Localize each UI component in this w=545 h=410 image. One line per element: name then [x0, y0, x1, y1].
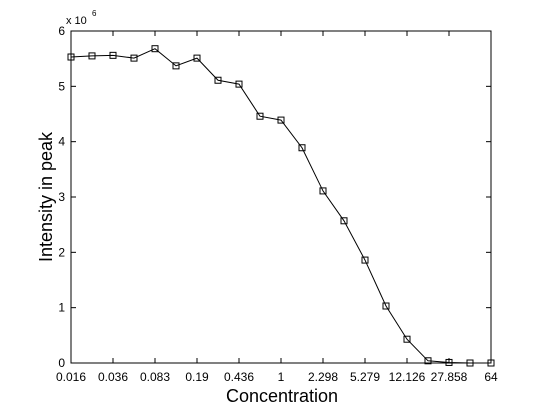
y-axis-label: Intensity in peak	[36, 131, 56, 262]
x-tick-label: 2.298	[308, 370, 338, 384]
data-marker	[445, 358, 453, 366]
x-tick-label: 0.19	[185, 370, 209, 384]
x-tick-label: 0.083	[140, 370, 170, 384]
x-tick-label: 5.279	[350, 370, 380, 384]
x-tick-label: 0.436	[224, 370, 254, 384]
data-marker	[88, 52, 96, 60]
data-marker	[382, 302, 390, 310]
data-marker	[235, 80, 243, 88]
data-marker	[109, 51, 117, 59]
data-marker	[130, 54, 138, 62]
x-tick-label: 12.126	[389, 370, 426, 384]
data-marker	[67, 53, 75, 61]
data-marker	[214, 76, 222, 84]
x-tick-label: 1	[278, 370, 285, 384]
data-marker	[466, 359, 474, 367]
data-marker	[151, 45, 159, 53]
x-tick-label: 0.016	[56, 370, 86, 384]
data-marker	[403, 335, 411, 343]
y-tick-label: 1	[58, 301, 65, 315]
data-marker	[172, 62, 180, 70]
y-scale-label: x 10	[66, 15, 87, 27]
y-tick-label: 3	[58, 190, 65, 204]
data-line	[70, 48, 491, 364]
y-tick-label: 6	[58, 24, 65, 38]
x-tick-label: 27.858	[431, 370, 468, 384]
y-tick-label: 4	[58, 135, 65, 149]
x-axis-label: Concentration	[226, 386, 338, 406]
data-marker	[340, 217, 348, 225]
data-marker	[487, 359, 495, 367]
y-tick-label: 2	[58, 245, 65, 259]
data-marker	[319, 187, 327, 195]
x-tick-label: 64	[484, 370, 498, 384]
data-marker	[361, 256, 369, 264]
data-marker	[277, 116, 285, 124]
x-tick-label: 0.036	[98, 370, 128, 384]
data-marker	[256, 112, 264, 120]
data-marker	[193, 54, 201, 62]
data-marker	[424, 357, 432, 365]
plot-frame	[70, 30, 492, 364]
y-scale-exponent: 6	[92, 9, 97, 18]
y-tick-label: 0	[58, 356, 65, 370]
data-marker	[298, 144, 306, 152]
y-tick-label: 5	[58, 79, 65, 93]
